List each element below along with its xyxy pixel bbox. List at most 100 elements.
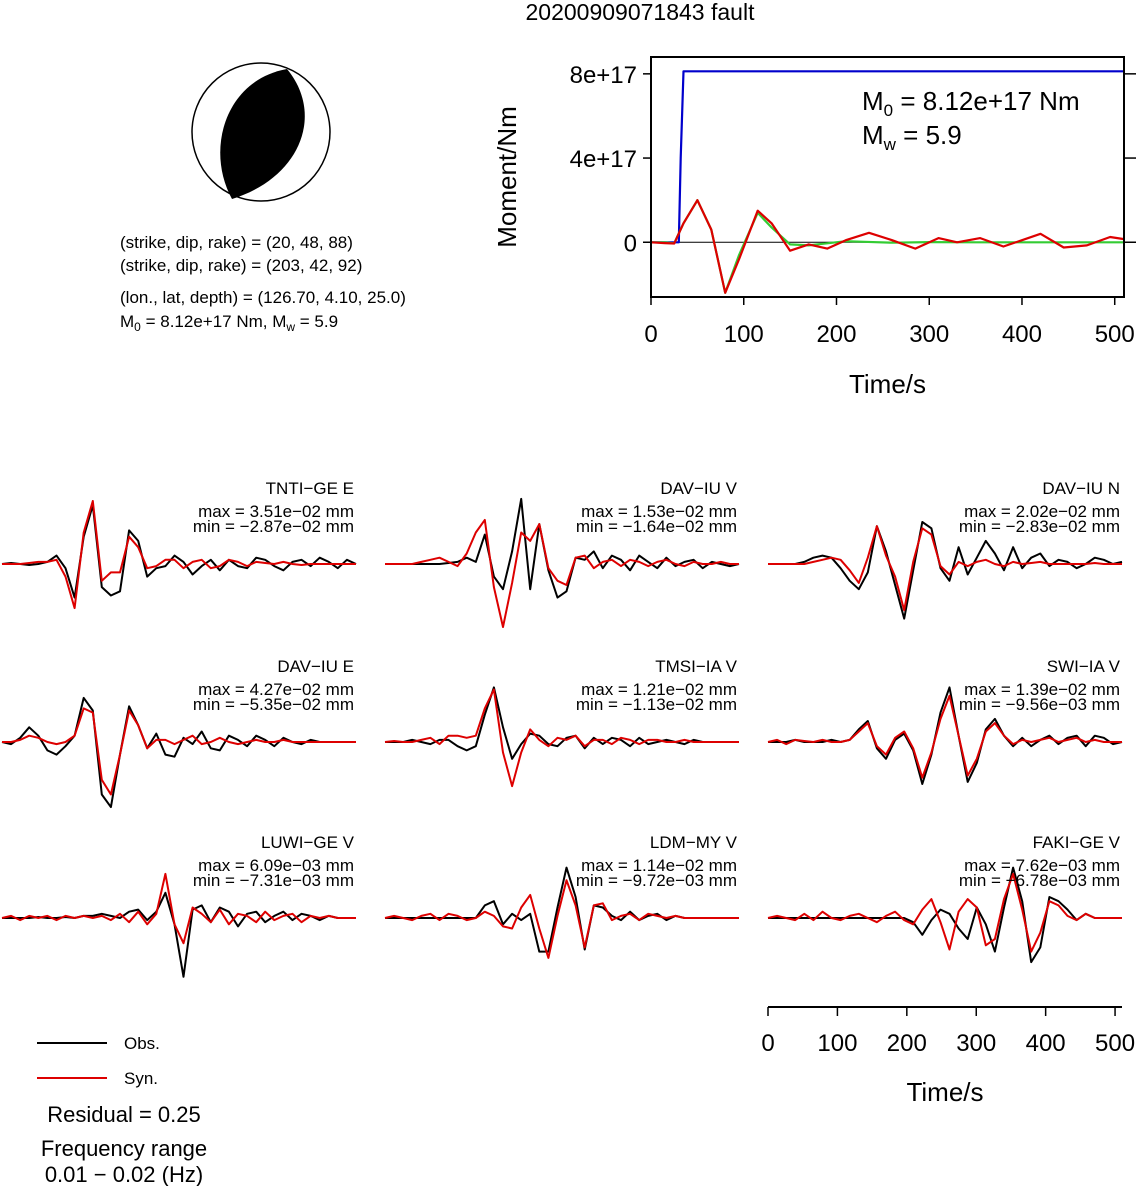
station-name: SWI−IA V <box>1047 657 1121 676</box>
station-min: min = −7.31e−03 mm <box>193 871 354 890</box>
station-max: max = 1.14e−02 mm <box>581 856 737 875</box>
station-max: max = 6.09e−03 mm <box>198 856 354 875</box>
moment-x-tick-label: 100 <box>724 321 764 348</box>
waveform-x-tick-label: 500 <box>1095 1030 1135 1057</box>
annot-mw-value: = 5.9 <box>896 120 962 150</box>
station-name: LDM−MY V <box>650 833 738 852</box>
waveform-x-tick-label: 0 <box>761 1030 774 1057</box>
synthetic-waveform <box>384 879 739 959</box>
station-min: min = −2.83e−02 mm <box>959 517 1120 536</box>
observed-waveform <box>768 521 1123 620</box>
station-name: FAKI−GE V <box>1033 833 1121 852</box>
annot-mw-subscript: w <box>883 135 897 154</box>
waveform-x-tick-label: 200 <box>887 1030 927 1057</box>
legend-obs-label: Obs. <box>124 1034 160 1053</box>
moment-x-tick-label: 200 <box>816 321 856 348</box>
station-min: min = −1.13e−02 mm <box>576 695 737 714</box>
moment-x-tick-label: 300 <box>909 321 949 348</box>
station-max: max = 2.02e−02 mm <box>964 502 1120 521</box>
mw-value: = 5.9 <box>295 312 338 331</box>
annot-m0-subscript: 0 <box>884 101 893 120</box>
synthetic-waveform <box>768 525 1122 612</box>
mechanism-line-1: (strike, dip, rake) = (20, 48, 88) <box>120 233 353 252</box>
moment-m0-annotation: M0 = 8.12e+17 Nm <box>862 86 1080 120</box>
synthetic-waveform <box>1 872 356 945</box>
station-name: DAV−IU N <box>1042 479 1120 498</box>
moment-y-tick-label: 8e+17 <box>570 62 637 89</box>
synthetic-waveform <box>2 707 356 796</box>
legend-syn-label: Syn. <box>124 1069 158 1088</box>
moment-x-tick-label: 400 <box>1002 321 1042 348</box>
station-min: min = −5.35e−02 mm <box>193 695 354 714</box>
mechanism-line-4: M0 = 8.12e+17 Nm, Mw = 5.9 <box>120 312 338 334</box>
synthetic-waveform <box>385 518 739 628</box>
m0-value: = 8.12e+17 Nm, M <box>141 312 287 331</box>
mw-subscript: w <box>285 320 295 334</box>
moment-x-tick-label: 500 <box>1095 321 1135 348</box>
station-max: max = 7.62e−03 mm <box>964 856 1120 875</box>
station-min: min = −1.64e−02 mm <box>576 517 737 536</box>
m0-symbol: M <box>120 312 134 331</box>
synthetic-waveform <box>2 500 356 610</box>
figure-title: 20200909071843 fault <box>526 0 756 25</box>
waveform-time-axis: 0 100 200 300 400 500 Time/s <box>761 1006 1135 1107</box>
observed-waveform <box>768 866 1122 964</box>
station-name: TNTI−GE E <box>266 479 354 498</box>
mechanism-line-3: (lon., lat, depth) = (126.70, 4.10, 25.0… <box>120 288 406 307</box>
residual-text: Residual = 0.25 <box>47 1102 201 1127</box>
moment-y-tick-label: 4e+17 <box>570 146 637 173</box>
frequency-range-value: 0.01 − 0.02 (Hz) <box>45 1162 203 1186</box>
station-name: DAV−IU V <box>660 479 737 498</box>
synthetic-waveform <box>384 688 739 788</box>
observed-waveform <box>1 504 357 599</box>
station-min: min = −6.78e−03 mm <box>959 871 1120 890</box>
waveform-x-tick-label: 100 <box>817 1030 857 1057</box>
station-name: TMSI−IA V <box>655 657 737 676</box>
station-min: min = −2.87e−02 mm <box>193 517 354 536</box>
moment-y-tick-label: 0 <box>624 230 637 257</box>
legend: Obs. Syn. Residual = 0.25 Frequency rang… <box>37 1034 207 1186</box>
moment-mw-annotation: Mw = 5.9 <box>862 120 962 154</box>
station-name: DAV−IU E <box>277 657 354 676</box>
station-min: min = −9.56e−03 mm <box>959 695 1120 714</box>
synthetic-waveform <box>767 872 1122 953</box>
station-max: max = 3.51e−02 mm <box>198 502 354 521</box>
annot-mw-symbol: M <box>862 120 884 150</box>
observed-waveform <box>1 696 356 809</box>
synthetic-waveform <box>767 694 1122 779</box>
moment-plot-frame <box>650 56 1125 298</box>
waveform-x-axis-label: Time/s <box>906 1077 983 1107</box>
annot-m0-value: = 8.12e+17 Nm <box>893 86 1079 116</box>
mechanism-line-2: (strike, dip, rake) = (203, 42, 92) <box>120 256 362 275</box>
annot-m0-symbol: M <box>862 86 884 116</box>
station-name: LUWI−GE V <box>261 833 355 852</box>
frequency-range-title: Frequency range <box>41 1136 207 1161</box>
station-max: max = 4.27e−02 mm <box>198 680 354 699</box>
station-max: max = 1.53e−02 mm <box>581 502 737 521</box>
moment-x-axis-label: Time/s <box>849 369 926 399</box>
station-max: max = 1.39e−02 mm <box>964 680 1120 699</box>
waveform-x-tick-label: 400 <box>1026 1030 1066 1057</box>
moment-plot: 0 100 200 300 400 500 0 4e+17 8e+17 Time/s Moment/… <box>492 56 1136 399</box>
m0-subscript: 0 <box>134 320 141 334</box>
observed-waveform <box>385 497 740 599</box>
station-max: max = 1.21e−02 mm <box>581 680 737 699</box>
moment-annotation: M0 = 8.12e+17 Nm Mw = 5.9 <box>862 86 1080 154</box>
moment-rate-line <box>650 199 1125 294</box>
beachball <box>191 62 331 202</box>
waveform-x-tick-label: 300 <box>956 1030 996 1057</box>
moment-y-axis-label: Moment/Nm <box>492 106 522 248</box>
moment-x-tick-label: 0 <box>644 321 657 348</box>
station-min: min = −9.72e−03 mm <box>576 871 737 890</box>
